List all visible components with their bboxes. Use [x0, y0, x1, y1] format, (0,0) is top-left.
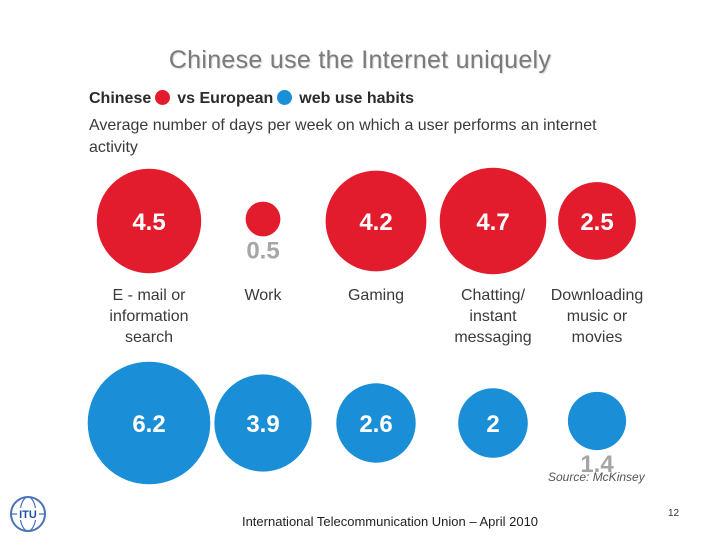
slide-title: Chinese use the Internet uniquely [168, 46, 552, 74]
bubble-value-european-3: 2 [486, 411, 499, 438]
bubble-value-european-1: 3.9 [246, 411, 279, 438]
bubble-value-chinese-0: 4.5 [132, 209, 165, 236]
bubble-european-1 [214, 374, 312, 472]
bubble-chinese-4 [558, 182, 636, 260]
category-label-1: Work [244, 287, 282, 304]
itu-logo: ITU [8, 494, 48, 539]
svg-text:ITU: ITU [19, 509, 37, 521]
bubble-chinese-1 [245, 201, 281, 237]
bubble-european-0 [87, 361, 211, 485]
chart-legend: Chinese vs European web use habits [89, 90, 414, 108]
bubble-european-2 [336, 383, 416, 463]
legend-chinese-label: Chinese [89, 90, 152, 107]
bubble-value-chinese-1: 0.5 [246, 237, 279, 264]
bubble-value-chinese-2: 4.2 [359, 209, 392, 236]
page-number: 12 [668, 508, 680, 519]
bubble-chinese-2 [325, 170, 427, 272]
category-label-2: Gaming [348, 287, 404, 304]
legend-chinese-swatch [155, 90, 171, 105]
bubble-european-3 [458, 388, 528, 458]
legend-european-label: European [199, 90, 274, 107]
chart-subtitle: Average number of days per week on which… [89, 117, 597, 156]
bubble-value-european-2: 2.6 [359, 411, 392, 438]
legend-european-swatch [277, 90, 293, 105]
bubble-value-european-0: 6.2 [132, 411, 165, 438]
category-label-4: Downloading music or movies [551, 287, 644, 346]
chart-source: Source: McKinsey [548, 470, 645, 484]
bubble-value-chinese-4: 2.5 [580, 209, 613, 236]
legend-suffix-label: web use habits [299, 90, 414, 107]
category-label-0: E - mail or information search [109, 287, 188, 346]
slide-footer: International Telecommunication Union – … [241, 514, 539, 529]
category-label-3: Chatting/instant messaging [454, 287, 531, 346]
itu-logo-icon: ITU [10, 496, 46, 532]
bubble-value-chinese-3: 4.7 [476, 209, 509, 236]
bubble-chinese-0 [96, 168, 202, 274]
bubble-european-4 [567, 391, 627, 451]
bubble-value-european-4: 1.4 [580, 451, 614, 478]
bubble-chinese-3 [439, 167, 547, 275]
legend-vs-label: vs [177, 90, 196, 107]
